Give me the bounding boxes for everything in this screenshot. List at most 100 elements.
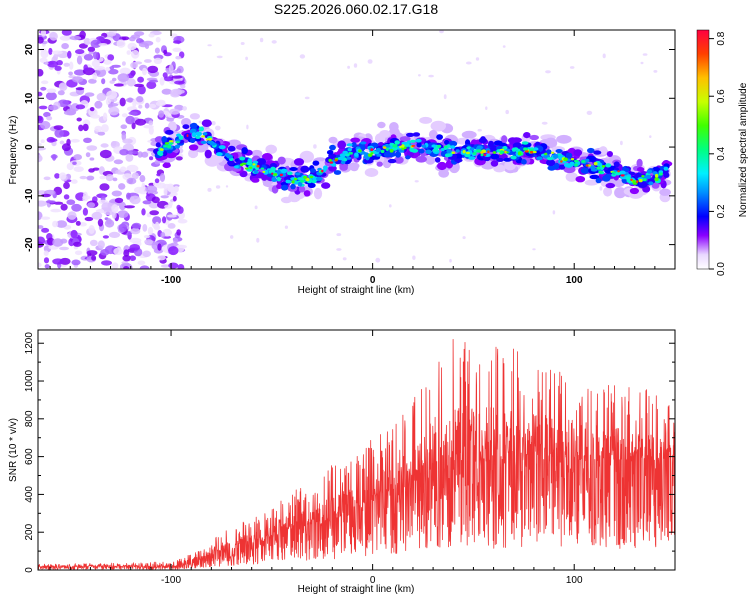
signal-blob [604,173,612,179]
signal-blob [358,149,362,153]
noise-blob [40,139,45,143]
noise-blob [60,203,68,211]
noise-blob [53,201,64,205]
signal-blob [389,149,394,153]
noise-blob [602,53,606,59]
noise-blob [63,110,76,116]
noise-blob [137,76,145,83]
noise-blob [56,60,63,66]
colorbar-tick-label: 0.8 [716,31,727,45]
signal-blob [496,157,504,162]
chart-title: S225.2026.060.02.17.G18 [273,1,439,17]
signal-blob [547,165,556,171]
signal-blob [165,151,177,159]
noise-blob [133,83,145,88]
signal-blob [346,143,353,147]
signal-blob [546,159,556,167]
snr-xtick-label: 0 [370,575,376,586]
signal-blob [163,145,168,148]
signal-blob [380,149,385,154]
noise-blob [101,260,112,266]
signal-blob [311,180,317,184]
noise-blob [83,54,94,61]
signal-blob [241,147,248,155]
noise-blob [502,45,506,48]
noise-blob [367,59,373,64]
noise-blob [50,208,62,213]
noise-blob [45,91,57,101]
signal-blob [553,154,559,159]
noise-blob [146,81,157,89]
spectrogram-ytick-label: 0 [24,144,35,150]
signal-blob [350,137,361,143]
noise-blob [141,208,146,216]
signal-blob [329,161,334,164]
signal-blob [201,119,212,127]
noise-blob [157,255,166,261]
signal-blob [321,182,331,189]
noise-blob [284,225,288,229]
noise-blob [116,39,126,48]
noise-blob [173,237,179,244]
noise-blob [121,36,130,41]
signal-blob [316,176,323,181]
noise-blob [83,64,88,72]
noise-blob [87,202,96,209]
signal-blob [629,187,640,195]
signal-blob [613,161,620,168]
signal-blob [490,160,499,167]
signal-blob [300,179,305,183]
signal-blob [480,152,484,157]
noise-blob [158,110,165,118]
signal-blob [565,172,578,182]
signal-blob [468,156,476,160]
signal-blob [251,177,260,183]
noise-blob [439,30,444,34]
signal-blob [252,163,256,166]
colorbar-ticks: 0.0 0.2 0.4 0.6 0.8 [709,31,727,276]
signal-blob [188,144,199,151]
noise-blob [541,121,548,125]
signal-blob [174,144,180,149]
noise-blob [168,246,179,256]
signal-blob [642,178,647,182]
noise-blob [180,84,186,89]
signal-blob [337,140,347,150]
noise-blob [140,151,149,158]
noise-blob [59,172,67,180]
signal-blob [444,139,450,145]
spectrogram-ytick-label: 10 [24,92,35,104]
signal-blob [181,118,191,127]
noise-blob [38,147,46,151]
signal-blob [416,142,422,148]
signal-blob [491,145,498,151]
signal-blob [252,160,259,164]
noise-blob [137,85,146,95]
signal-blob [367,153,373,158]
noise-blob [149,156,154,161]
signal-blob [291,180,295,184]
noise-blob [54,129,64,138]
signal-blob [411,144,416,147]
noise-blob [428,74,434,78]
signal-blob [170,142,174,145]
signal-blob [189,137,196,143]
noise-blob [129,195,141,205]
noise-blob [66,199,76,205]
noise-blob [126,177,137,185]
signal-blob [478,137,487,144]
noise-blob [412,255,416,260]
signal-blob [298,185,306,193]
signal-blob [419,116,433,124]
signal-blob [394,151,402,158]
noise-blob [40,30,47,37]
noise-blob [545,70,551,74]
signal-blob [256,158,267,165]
signal-blob [659,188,671,196]
noise-blob [101,202,111,211]
signal-blob [517,151,522,156]
signal-blob [529,150,534,154]
noise-blob [125,150,138,155]
